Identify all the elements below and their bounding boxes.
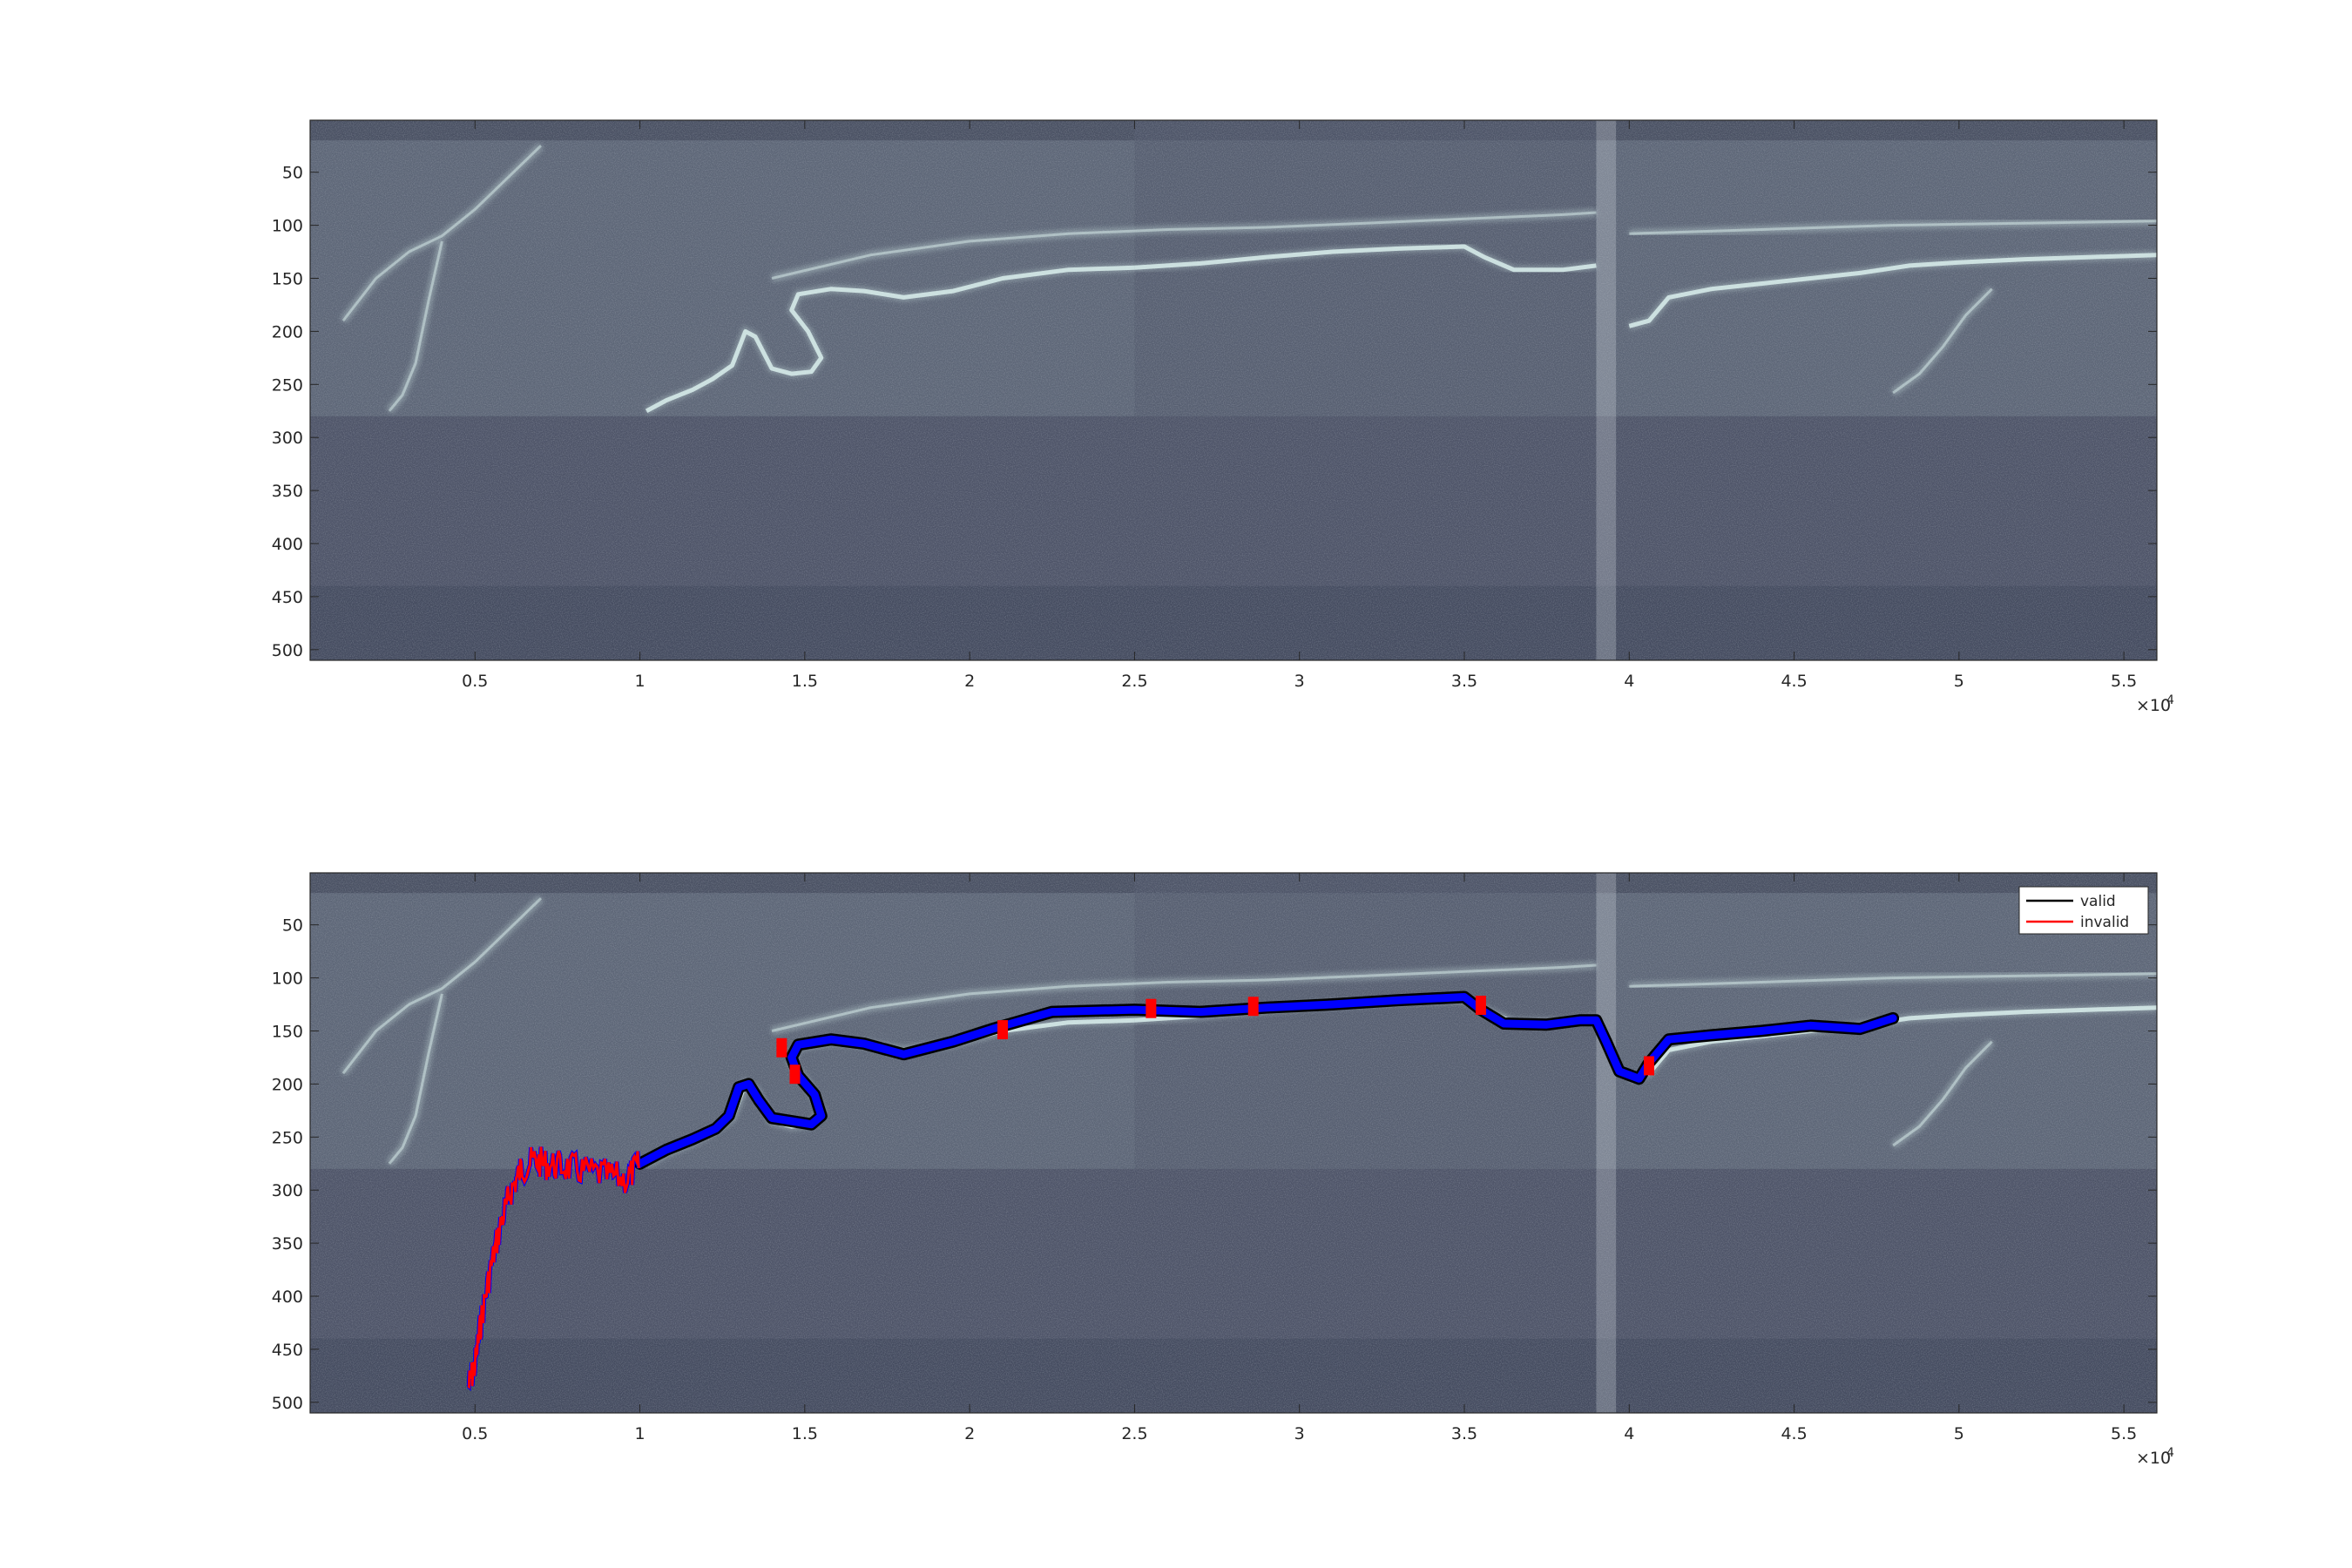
x-tick-label: 3 — [1294, 1424, 1305, 1443]
x-tick-label: 3 — [1294, 672, 1305, 691]
bright-feature — [1628, 253, 2157, 328]
series-blue-line — [636, 993, 1897, 1168]
series-invalid-line — [467, 1146, 640, 1389]
y-tick-label: 300 — [272, 1181, 303, 1200]
series-invalid-mark — [1475, 996, 1486, 1016]
bright-feature — [388, 993, 443, 1165]
x-tick-label: 2.5 — [1121, 1424, 1147, 1443]
y-tick-label: 450 — [272, 588, 303, 607]
bright-feature — [341, 145, 543, 322]
y-tick-label: 250 — [272, 375, 303, 395]
y-tick-label: 300 — [272, 429, 303, 448]
y-tick-label: 100 — [272, 217, 303, 236]
x-tick-label: 4.5 — [1781, 1424, 1807, 1443]
y-tick-label: 400 — [272, 535, 303, 554]
image-layer — [310, 873, 2157, 1413]
series-invalid-mark — [1644, 1056, 1654, 1076]
bright-feature — [1892, 287, 1993, 395]
x-tick-label: 1.5 — [792, 1424, 818, 1443]
x-exponent-power: 4 — [2166, 693, 2174, 707]
x-tick-label: 4.5 — [1781, 672, 1807, 691]
x-tick-label: 1 — [635, 672, 645, 691]
y-tick-label: 350 — [272, 1234, 303, 1254]
bright-feature — [1629, 972, 2157, 988]
bright-feature — [771, 963, 1597, 1032]
bright-feature — [1134, 244, 1597, 273]
y-tick-label: 50 — [282, 164, 303, 183]
series-invalid-mark — [789, 1064, 801, 1085]
series-invalid-mark — [1247, 997, 1259, 1017]
series-invalid-mark — [776, 1037, 787, 1058]
axes-box — [309, 119, 2158, 661]
x-tick-label: 3.5 — [1451, 1424, 1477, 1443]
y-tick-label: 200 — [272, 1075, 303, 1094]
x-tick-label: 5 — [1954, 672, 1964, 691]
image-noise — [310, 873, 2157, 1413]
series-invalid-mark — [1146, 998, 1157, 1018]
y-tick-label: 100 — [272, 970, 303, 989]
top-subplot: 0.5 1 1.5 2 2.5 3 3.5 4 4.5 5 5.5×1045010015020025… — [272, 119, 2174, 715]
y-tick-label: 250 — [272, 1128, 303, 1147]
bright-feature — [1629, 220, 2157, 235]
x-tick-label: 3.5 — [1451, 672, 1477, 691]
axes-box — [309, 872, 2158, 1414]
y-tick-label: 400 — [272, 1288, 303, 1307]
x-tick-label: 1 — [635, 1424, 645, 1443]
y-tick-label: 150 — [272, 1022, 303, 1041]
x-tick-label: 5.5 — [2111, 1424, 2137, 1443]
x-tick-label: 4 — [1624, 1424, 1634, 1443]
x-tick-label: 0.5 — [462, 1424, 488, 1443]
y-tick-label: 500 — [272, 641, 303, 660]
legend-label-invalid: invalid — [2080, 914, 2129, 931]
y-tick-label: 450 — [272, 1341, 303, 1360]
y-tick-label: 500 — [272, 1394, 303, 1413]
x-tick-label: 1.5 — [792, 672, 818, 691]
y-tick-label: 200 — [272, 322, 303, 341]
x-tick-label: 4 — [1624, 672, 1634, 691]
x-tick-label: 5 — [1954, 1424, 1964, 1443]
y-tick-label: 350 — [272, 482, 303, 501]
image-noise — [310, 120, 2157, 660]
bottom-subplot: 0.5 1 1.5 2 2.5 3 3.5 4 4.5 5 5.5×1045010015020025… — [272, 872, 2174, 1468]
bright-feature — [771, 211, 1597, 280]
x-exponent-power: 4 — [2166, 1446, 2174, 1460]
x-tick-label: 5.5 — [2111, 672, 2137, 691]
series-invalid-mark — [997, 1020, 1008, 1040]
bright-feature — [1892, 1040, 1993, 1147]
x-tick-label: 2.5 — [1121, 672, 1147, 691]
y-tick-label: 50 — [282, 916, 303, 936]
x-tick-label: 2 — [964, 1424, 975, 1443]
bright-feature — [388, 240, 443, 412]
legend-box — [2018, 886, 2149, 935]
image-layer — [310, 120, 2157, 660]
bright-feature — [341, 897, 543, 1075]
legend-label-valid: valid — [2080, 893, 2116, 910]
legend: valid invalid — [2018, 886, 2149, 935]
x-exponent-label: ×10 — [2136, 696, 2171, 715]
x-tick-label: 2 — [964, 672, 975, 691]
bright-feature — [645, 265, 1135, 414]
x-exponent-label: ×10 — [2136, 1449, 2171, 1468]
x-tick-label: 0.5 — [462, 672, 488, 691]
y-tick-label: 150 — [272, 269, 303, 288]
